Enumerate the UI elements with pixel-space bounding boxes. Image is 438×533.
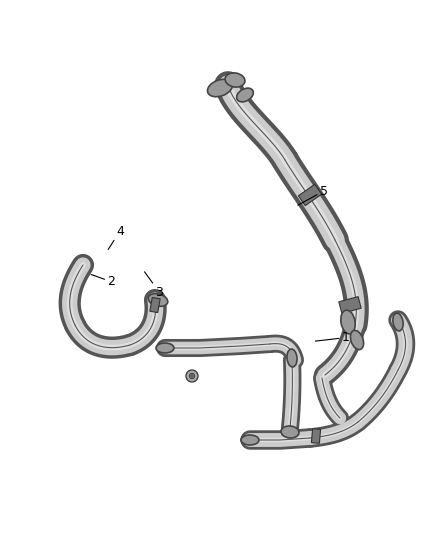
Ellipse shape	[225, 73, 245, 87]
Ellipse shape	[393, 313, 403, 331]
Ellipse shape	[287, 349, 297, 367]
Ellipse shape	[341, 310, 355, 334]
Text: 4: 4	[108, 224, 124, 249]
Text: 1: 1	[315, 331, 350, 344]
Ellipse shape	[350, 330, 364, 350]
Bar	[150, 297, 160, 312]
Bar	[298, 184, 321, 206]
Ellipse shape	[237, 88, 253, 102]
Text: 2: 2	[91, 274, 115, 288]
Ellipse shape	[156, 343, 174, 353]
Ellipse shape	[208, 79, 233, 96]
Bar	[311, 429, 321, 443]
Ellipse shape	[281, 426, 299, 438]
Bar	[339, 297, 361, 313]
Circle shape	[189, 373, 195, 379]
Text: 5: 5	[298, 184, 328, 205]
Circle shape	[186, 370, 198, 382]
Text: 3: 3	[145, 272, 163, 299]
Ellipse shape	[241, 435, 259, 445]
Ellipse shape	[148, 294, 168, 306]
